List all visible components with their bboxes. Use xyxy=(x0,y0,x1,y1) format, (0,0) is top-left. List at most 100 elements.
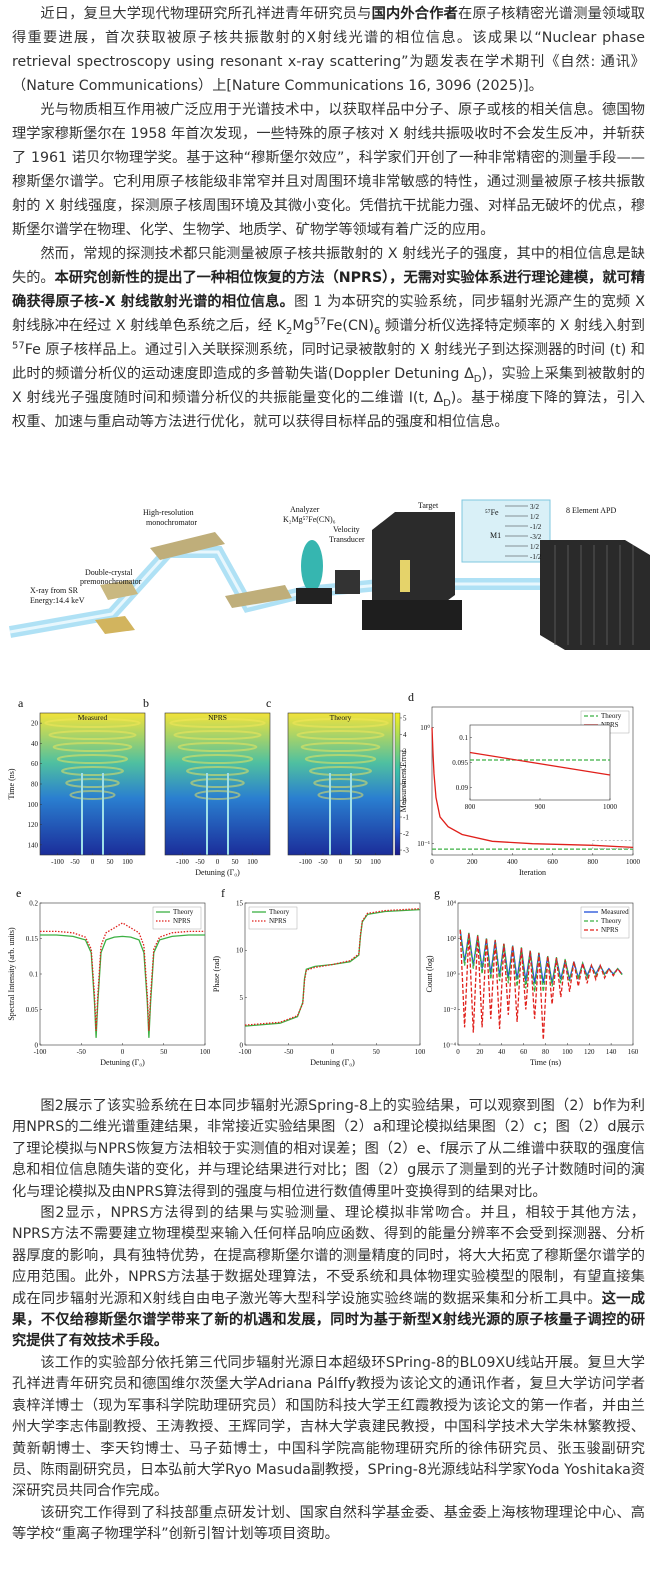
y-tick-label: 15 xyxy=(236,899,244,907)
colorbar-tick-label: -3 xyxy=(403,847,409,855)
heatmap-pattern xyxy=(181,754,254,764)
intro-text: 近日，复旦大学现代物理研究所孔祥进青年研究员与国内外合作者在原子核精密光谱测量领… xyxy=(12,2,645,434)
legend-label: Measured xyxy=(601,908,629,916)
mono-crystal xyxy=(150,532,225,560)
x-tick-label: 50 xyxy=(107,858,115,866)
text-run: )，实验上采集到被散射的 X 射线光子强度随时间和频谱分析仪的共振能量变化的二维… xyxy=(12,366,645,406)
text-run: 本研究创新性的提出了一种相位恢复的方法（NPRS），无需对实验体系进行理论建模，… xyxy=(12,270,645,310)
label: Target xyxy=(418,501,439,510)
sample xyxy=(400,560,410,592)
x-tick-label: 140 xyxy=(606,1048,617,1056)
label: Velocity xyxy=(333,525,360,534)
y-tick-label: 80 xyxy=(31,781,39,789)
y-tick-label: 0.1 xyxy=(29,970,38,978)
panel-label: f xyxy=(221,886,225,900)
heatmap-pattern xyxy=(48,730,137,740)
series-line xyxy=(459,929,623,992)
y-tick-label: 10⁴ xyxy=(447,899,457,907)
x-tick-label: 100 xyxy=(200,1048,211,1056)
colorbar-tick-label: 1 xyxy=(403,781,407,789)
level-label: 3/2 xyxy=(530,503,539,511)
heatmap xyxy=(40,713,145,855)
heatmap-pattern xyxy=(317,790,364,800)
label: 8 Element APD xyxy=(566,506,616,515)
x-tick-label: -50 xyxy=(195,858,205,866)
x-tick-label: 100 xyxy=(562,1048,573,1056)
heatmap-pattern xyxy=(56,754,129,764)
panel-title: Theory xyxy=(330,713,352,722)
paragraph: 光与物质相互作用被广泛应用于光谱技术中，以获取样品中分子、原子或核的相关信息。德… xyxy=(12,98,645,242)
level-label: -1/2 xyxy=(530,523,542,531)
label: premonochromator xyxy=(80,577,142,586)
heatmap-pattern xyxy=(304,754,377,764)
colorbar-tick-label: 4 xyxy=(403,731,407,739)
heatmap-pattern xyxy=(313,778,368,788)
y-tick-label: 10 xyxy=(236,947,244,955)
heatmap-pattern xyxy=(65,778,120,788)
y-tick-label: 10⁻¹ xyxy=(417,840,430,848)
legend-label: Theory xyxy=(601,917,622,925)
y-tick-label: 0.09 xyxy=(456,784,469,792)
x-tick-label: 100 xyxy=(122,858,133,866)
y-tick-label: 10² xyxy=(447,935,456,943)
y-tick-label: 0.095 xyxy=(452,759,468,767)
text-run: 57 xyxy=(313,316,327,328)
heatmap-pattern xyxy=(173,730,262,740)
y-tick-label: 0.15 xyxy=(26,935,39,943)
y-axis-label: Measurement Error xyxy=(399,749,408,812)
colorbar-tick-label: 0 xyxy=(403,797,407,805)
analyzer xyxy=(301,540,323,592)
panel-label: b xyxy=(143,696,149,710)
y-axis-label: Spectral Intensity (arb. units) xyxy=(7,927,16,1021)
x-tick-label: 50 xyxy=(355,858,363,866)
y-tick-label: 0.05 xyxy=(26,1006,39,1014)
paragraph: 图2显示，NPRS方法得到的结果与实验测量、理论模拟非常吻合。并且，相较于其他方… xyxy=(12,1203,645,1353)
y-axis-label: Phase (rad) xyxy=(212,956,221,993)
label: Double-crystal xyxy=(85,568,133,577)
label: ⁵⁷Fe xyxy=(485,508,499,517)
x-tick-label: 160 xyxy=(628,1048,639,1056)
x-tick-label: 600 xyxy=(547,858,558,866)
panel-label: e xyxy=(16,886,21,900)
transducer xyxy=(335,570,360,594)
colorbar-tick-label: 2 xyxy=(403,764,407,772)
x-tick-label: 200 xyxy=(467,858,478,866)
target xyxy=(372,512,455,612)
x-tick-label: 80 xyxy=(542,1048,550,1056)
x-tick-label: 0 xyxy=(91,858,95,866)
text-run: 然而，常规的探测技术都只能测量被原子核共振散射的 X 射线光子的强度，其中的相位… xyxy=(12,246,645,286)
y-tick-label: 0 xyxy=(240,1041,244,1049)
y-tick-label: 60 xyxy=(31,760,39,768)
legend-label: Theory xyxy=(269,908,290,916)
text-run: 这一成果，不仅给穆斯堡尔谱学带来了新的机遇和发展，同时为基于新型X射线光源的原子… xyxy=(12,1290,645,1350)
heatmap-pattern xyxy=(186,766,249,776)
x-axis-label: Detuning (Γ₀) xyxy=(195,868,240,877)
x-tick-label: 120 xyxy=(584,1048,595,1056)
y-axis-label: Count (log) xyxy=(425,955,434,992)
series-line xyxy=(244,908,421,1026)
crystal xyxy=(95,616,135,634)
label: Transducer xyxy=(329,535,365,544)
x-axis-label: Time (ns) xyxy=(530,1058,561,1067)
series-line xyxy=(431,727,634,849)
level-label: -1/2 xyxy=(530,553,542,561)
stage xyxy=(296,588,332,604)
x-tick-label: 50 xyxy=(160,1048,168,1056)
heatmap-pattern xyxy=(169,718,266,728)
text-run: 2 xyxy=(285,325,293,337)
level-label: 1/2 xyxy=(530,543,539,551)
paragraph: 然而，常规的探测技术都只能测量被原子核共振散射的 X 射线光子的强度，其中的相位… xyxy=(12,242,645,434)
text-run: 频谱分析仪选择特定频率的 X 射线入射到 xyxy=(380,318,645,334)
x-tick-label: 100 xyxy=(415,1048,426,1056)
paragraph: 图2展示了该实验系统在日本同步辐射光源Spring-8上的实验结果，可以观察到图… xyxy=(12,1096,645,1203)
colorbar-tick-label: 3 xyxy=(403,747,407,755)
panel-label: a xyxy=(18,696,24,710)
text-run: 图 1 为本研究的实验系统，同步辐射光源产生的宽频 X 射线脉冲在经过 X 射线… xyxy=(12,294,645,334)
y-tick-label: 10⁰ xyxy=(420,724,430,732)
x-tick-label: -100 xyxy=(176,858,189,866)
figure-1: X-ray from SR Energy:14.4 keV Double-cry… xyxy=(8,470,650,670)
x-tick-label: 0 xyxy=(331,1048,335,1056)
zoom-box xyxy=(592,840,634,850)
x-tick-label: -50 xyxy=(318,858,328,866)
series-line xyxy=(469,751,611,776)
